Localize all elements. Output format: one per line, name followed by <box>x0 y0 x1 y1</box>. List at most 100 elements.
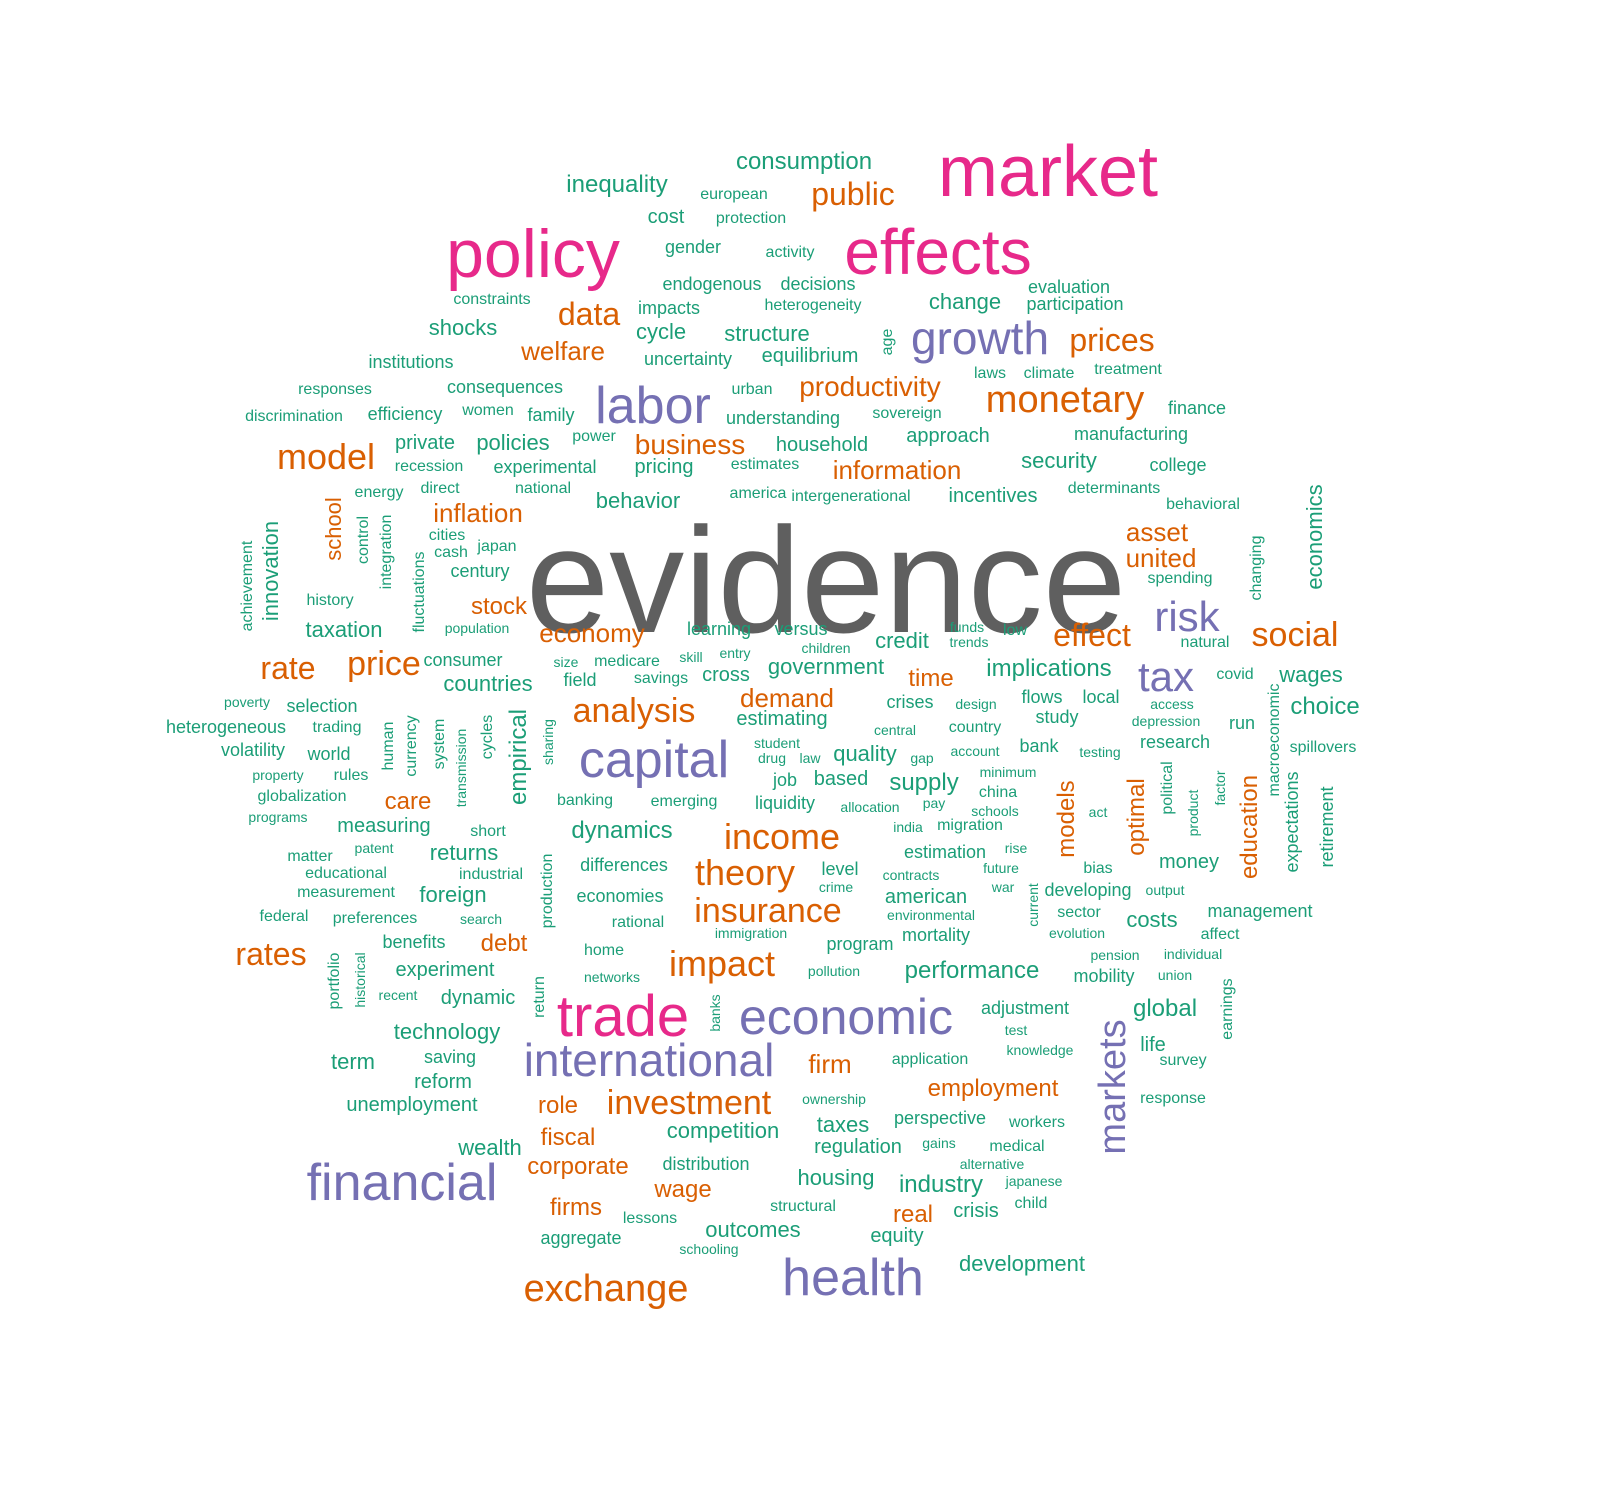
word-understanding: understanding <box>725 408 841 428</box>
word-consequences: consequences <box>446 377 564 397</box>
word-innovation: innovation <box>258 520 283 622</box>
word-spillovers: spillovers <box>1289 739 1357 756</box>
word-impacts: impacts <box>637 298 701 318</box>
word-china: china <box>978 784 1018 801</box>
word-social: social <box>1251 616 1339 654</box>
word-preferences: preferences <box>332 910 418 927</box>
word-student: student <box>754 735 800 751</box>
word-dynamics: dynamics <box>571 817 673 844</box>
word-heterogeneous: heterogeneous <box>165 717 287 737</box>
word-america: america <box>729 485 787 502</box>
word-transmission: transmission <box>453 728 469 808</box>
word-taxes: taxes <box>816 1112 870 1137</box>
word-knowledge: knowledge <box>1006 1042 1074 1058</box>
word-reform: reform <box>414 1071 472 1093</box>
word-rules: rules <box>333 767 369 784</box>
word-growth: growth <box>910 312 1050 364</box>
word-federal: federal <box>259 908 309 925</box>
word-european: european <box>700 186 768 203</box>
word-crime: crime <box>818 879 854 895</box>
word-retirement: retirement <box>1317 786 1337 868</box>
word-globalization: globalization <box>257 788 347 805</box>
word-theory: theory <box>694 852 796 893</box>
word-stock: stock <box>470 593 528 620</box>
word-real: real <box>892 1201 934 1228</box>
word-schooling: schooling <box>679 1241 739 1257</box>
word-estimating: estimating <box>736 708 828 730</box>
word-housing: housing <box>797 1165 875 1190</box>
word-test: test <box>1004 1022 1028 1038</box>
word-protection: protection <box>715 210 787 227</box>
word-dynamic: dynamic <box>440 987 516 1009</box>
word-incentives: incentives <box>948 485 1038 507</box>
word-american: american <box>884 886 968 908</box>
word-contracts: contracts <box>882 867 940 883</box>
word-cross: cross <box>702 664 750 686</box>
word-wage: wage <box>654 1176 712 1203</box>
word-adjustment: adjustment <box>980 998 1070 1018</box>
word-supply: supply <box>889 769 959 796</box>
word-models: models <box>1053 780 1080 858</box>
word-sovereign: sovereign <box>872 405 942 422</box>
word-unemployment: unemployment <box>346 1094 478 1116</box>
word-medical: medical <box>989 1138 1045 1155</box>
word-regulation: regulation <box>814 1136 902 1158</box>
word-time: time <box>908 665 954 692</box>
word-recent: recent <box>378 987 418 1003</box>
word-risk: risk <box>1154 593 1220 640</box>
word-changing: changing <box>1248 535 1265 601</box>
word-achievement: achievement <box>239 540 256 632</box>
word-property: property <box>252 767 304 783</box>
word-child: child <box>1014 1195 1048 1212</box>
word-inequality: inequality <box>566 171 668 198</box>
word-investment: investment <box>606 1084 772 1122</box>
word-economics: economics <box>1302 484 1327 590</box>
word-quality: quality <box>833 741 897 766</box>
word-industrial: industrial <box>458 866 524 883</box>
word-differences: differences <box>580 855 668 875</box>
word-local: local <box>1082 687 1120 707</box>
word-evaluation: evaluation <box>1027 277 1111 297</box>
word-study: study <box>1035 707 1079 727</box>
word-technology: technology <box>393 1019 501 1044</box>
word-costs: costs <box>1126 907 1178 932</box>
word-versus: versus <box>774 619 828 639</box>
word-employment: employment <box>927 1075 1059 1102</box>
word-exchange: exchange <box>523 1268 689 1310</box>
word-consumption: consumption <box>735 148 873 175</box>
word-evolution: evolution <box>1048 925 1106 941</box>
word-gap: gap <box>910 750 934 766</box>
word-medicare: medicare <box>594 653 660 670</box>
word-security: security <box>1021 448 1097 473</box>
word-national: national <box>514 480 572 497</box>
word-currency: currency <box>403 715 420 777</box>
word-approach: approach <box>906 425 990 447</box>
word-age: age <box>879 328 896 356</box>
word-children: children <box>801 640 851 656</box>
word-patent: patent <box>354 840 394 856</box>
word-spending: spending <box>1147 570 1213 587</box>
word-urban: urban <box>731 381 773 398</box>
word-tax: tax <box>1137 653 1195 700</box>
word-pollution: pollution <box>807 963 861 979</box>
word-treatment: treatment <box>1094 361 1162 378</box>
word-household: household <box>775 434 869 456</box>
word-environmental: environmental <box>887 907 975 923</box>
word-flows: flows <box>1021 687 1063 707</box>
word-political: political <box>1159 761 1176 815</box>
word-programs: programs <box>248 809 308 825</box>
word-system: system <box>431 718 448 770</box>
word-corporate: corporate <box>527 1153 629 1180</box>
word-allocation: allocation <box>840 799 900 815</box>
word-power: power <box>572 428 616 445</box>
word-care: care <box>384 788 432 815</box>
word-firm: firm <box>808 1049 852 1079</box>
word-decisions: decisions <box>780 274 856 294</box>
word-rates: rates <box>235 936 307 972</box>
word-recession: recession <box>394 458 464 475</box>
word-role: role <box>537 1092 579 1119</box>
word-health: health <box>782 1249 924 1307</box>
word-lessons: lessons <box>622 1210 678 1227</box>
word-control: control <box>355 515 372 565</box>
word-returns: returns <box>429 840 499 865</box>
